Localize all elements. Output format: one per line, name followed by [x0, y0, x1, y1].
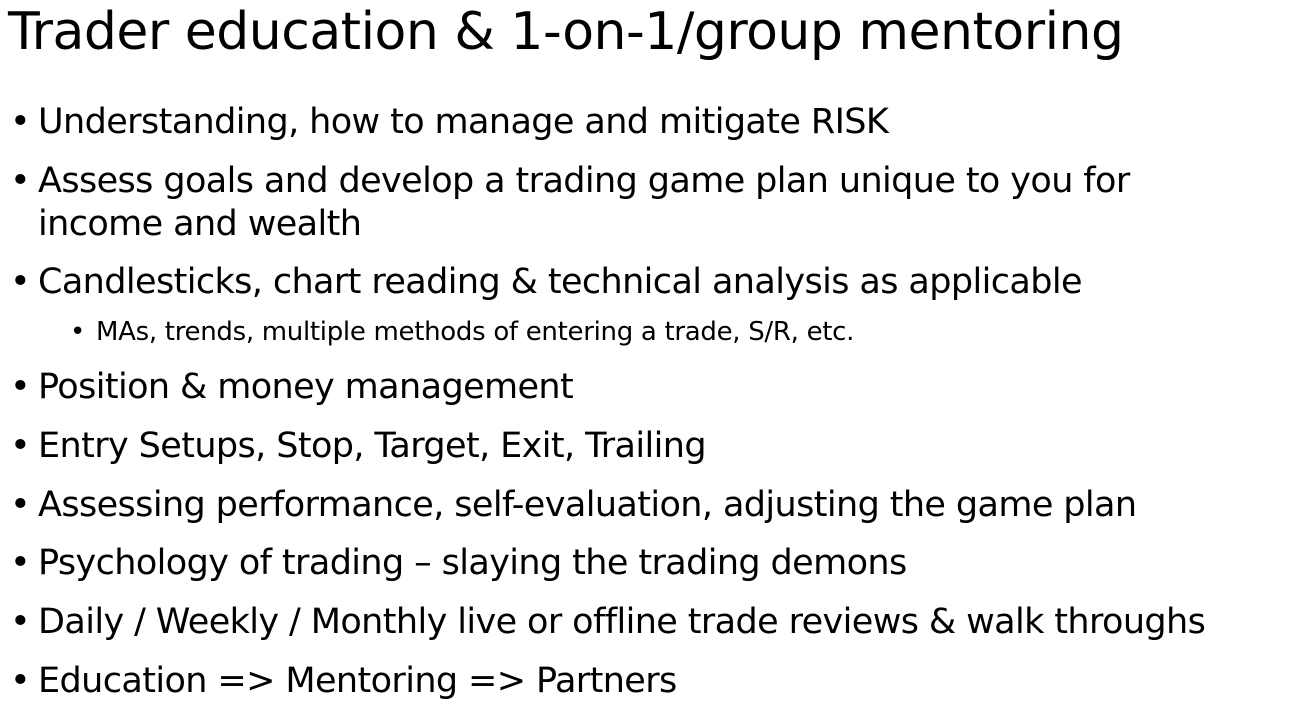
bullet-text: Understanding, how to manage and mitigat… — [38, 102, 889, 142]
bullet-dot-icon: • — [10, 661, 31, 701]
bullet-text: Education => Mentoring => Partners — [38, 661, 677, 701]
bullet-dot-icon: • — [10, 602, 31, 642]
slide-title: Trader education & 1-on-1/group mentorin… — [8, 2, 1124, 62]
bullet-dot-icon: • — [10, 262, 31, 302]
bullet-dot-icon: • — [10, 367, 31, 407]
bullet-dot-icon: • — [70, 317, 86, 347]
bullet-text: Assessing performance, self-evaluation, … — [38, 485, 1137, 525]
bullet-dot-icon: • — [10, 426, 31, 466]
bullet-dot-icon: • — [10, 102, 31, 142]
bullet-dot-icon: • — [10, 161, 31, 201]
bullet-text: MAs, trends, multiple methods of enterin… — [96, 317, 855, 347]
bullet-text: Daily / Weekly / Monthly live or offline… — [38, 602, 1206, 642]
bullet-text: income and wealth — [38, 204, 362, 244]
bullet-text: Assess goals and develop a trading game … — [38, 161, 1130, 201]
bullet-text: Entry Setups, Stop, Target, Exit, Traili… — [38, 426, 707, 466]
bullet-text: Candlesticks, chart reading & technical … — [38, 262, 1082, 302]
bullet-dot-icon: • — [10, 485, 31, 525]
bullet-text: Position & money management — [38, 367, 574, 407]
bullet-text: Psychology of trading – slaying the trad… — [38, 543, 907, 583]
bullet-dot-icon: • — [10, 543, 31, 583]
